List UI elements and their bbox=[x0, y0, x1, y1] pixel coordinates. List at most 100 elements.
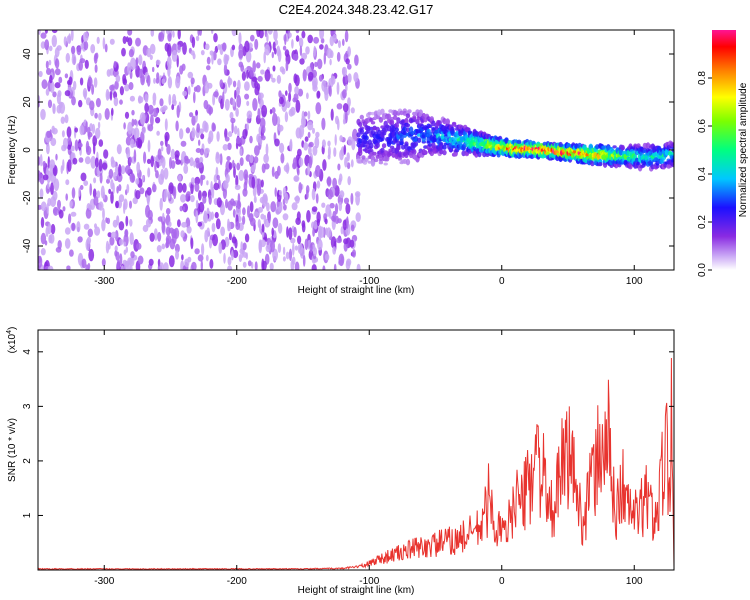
noise-cell bbox=[195, 35, 200, 42]
signal-cell bbox=[437, 120, 442, 126]
noise-cell bbox=[272, 248, 278, 261]
noise-cell bbox=[343, 241, 348, 252]
noise-cell bbox=[181, 63, 186, 71]
noise-cell bbox=[138, 96, 144, 104]
noise-cell bbox=[129, 173, 136, 183]
noise-cell bbox=[343, 197, 350, 204]
snr-multiplier-base: (x10 bbox=[7, 333, 18, 353]
noise-cell bbox=[166, 30, 170, 35]
noise-cell bbox=[355, 192, 360, 206]
noise-cell bbox=[50, 137, 57, 147]
noise-cell bbox=[338, 253, 345, 267]
noise-cell bbox=[120, 165, 126, 175]
noise-cell bbox=[232, 159, 235, 169]
noise-cell bbox=[174, 150, 180, 158]
noise-cell bbox=[278, 96, 284, 105]
noise-cell bbox=[77, 142, 83, 148]
noise-cell bbox=[137, 255, 144, 265]
noise-cell bbox=[215, 218, 221, 230]
noise-cell bbox=[225, 173, 230, 184]
noise-cell bbox=[220, 226, 226, 237]
noise-cell bbox=[194, 182, 200, 192]
noise-cell bbox=[272, 113, 278, 126]
noise-cell bbox=[141, 126, 146, 134]
noise-cell bbox=[231, 121, 234, 134]
noise-cell bbox=[158, 173, 165, 185]
noise-cell bbox=[235, 221, 241, 231]
noise-cell bbox=[293, 226, 297, 238]
noise-cell bbox=[313, 36, 320, 44]
noise-cell bbox=[131, 109, 135, 116]
noise-cell bbox=[149, 43, 156, 55]
noise-cell bbox=[352, 128, 358, 142]
noise-cell bbox=[227, 200, 233, 211]
noise-cell bbox=[49, 75, 53, 84]
noise-cell bbox=[343, 238, 349, 245]
noise-cell bbox=[198, 201, 205, 213]
noise-cell bbox=[127, 257, 133, 266]
noise-cell bbox=[256, 183, 261, 196]
signal-cell bbox=[620, 144, 625, 151]
snr-panel: -300 -200 -100 0 100 1 2 3 4 Height of straight … bbox=[6, 327, 675, 596]
noise-cell bbox=[51, 34, 57, 48]
noise-cell bbox=[95, 127, 101, 139]
signal-cell bbox=[426, 140, 431, 144]
noise-cell bbox=[213, 33, 218, 43]
noise-cell bbox=[187, 71, 194, 79]
noise-cell bbox=[253, 196, 257, 203]
snr-xtick-label: -200 bbox=[227, 576, 247, 587]
noise-cell bbox=[109, 90, 113, 101]
noise-cell bbox=[335, 215, 339, 225]
noise-cell bbox=[342, 103, 349, 113]
noise-cell bbox=[258, 92, 264, 100]
noise-cell bbox=[230, 117, 236, 124]
noise-cell bbox=[212, 234, 218, 247]
noise-cell bbox=[312, 80, 317, 90]
noise-cell bbox=[316, 180, 321, 189]
signal-cell bbox=[412, 149, 417, 155]
noise-cell bbox=[65, 193, 68, 201]
noise-cell bbox=[353, 72, 359, 83]
noise-cell bbox=[46, 130, 52, 138]
noise-cell bbox=[177, 174, 182, 182]
noise-cell bbox=[164, 42, 170, 52]
noise-cell bbox=[338, 173, 343, 183]
noise-cell bbox=[163, 167, 169, 180]
noise-cell bbox=[208, 130, 214, 143]
noise-cell bbox=[334, 134, 337, 146]
noise-cell bbox=[177, 44, 181, 51]
noise-cell bbox=[91, 123, 96, 134]
noise-cell bbox=[139, 112, 146, 125]
noise-cell bbox=[115, 200, 119, 209]
noise-cell bbox=[307, 131, 311, 138]
noise-cell bbox=[327, 140, 331, 147]
noise-cell bbox=[298, 182, 303, 194]
noise-cell bbox=[166, 56, 172, 69]
signal-cell bbox=[590, 160, 595, 167]
noise-cell bbox=[197, 254, 204, 262]
noise-cell bbox=[305, 46, 310, 55]
noise-cell bbox=[232, 208, 236, 218]
noise-cell bbox=[282, 186, 287, 198]
noise-cell bbox=[129, 95, 135, 102]
colorbar-tick-label: 0.4 bbox=[697, 167, 708, 181]
noise-cell bbox=[133, 127, 140, 141]
noise-cell bbox=[279, 66, 285, 73]
noise-cell bbox=[110, 191, 114, 204]
noise-cell bbox=[102, 37, 106, 50]
noise-cell bbox=[261, 223, 265, 233]
spectrogram-xtick-label: -300 bbox=[94, 276, 114, 287]
noise-cell bbox=[156, 245, 162, 253]
noise-cell bbox=[210, 211, 214, 220]
noise-cell bbox=[179, 205, 183, 212]
noise-cell bbox=[272, 41, 276, 52]
noise-cell bbox=[45, 88, 50, 96]
signal-cell bbox=[671, 162, 674, 168]
noise-cell bbox=[350, 159, 354, 168]
noise-cell bbox=[261, 104, 268, 118]
noise-cell bbox=[336, 51, 341, 62]
noise-cell bbox=[274, 187, 277, 197]
noise-cell bbox=[67, 159, 72, 172]
noise-cell bbox=[182, 90, 188, 97]
